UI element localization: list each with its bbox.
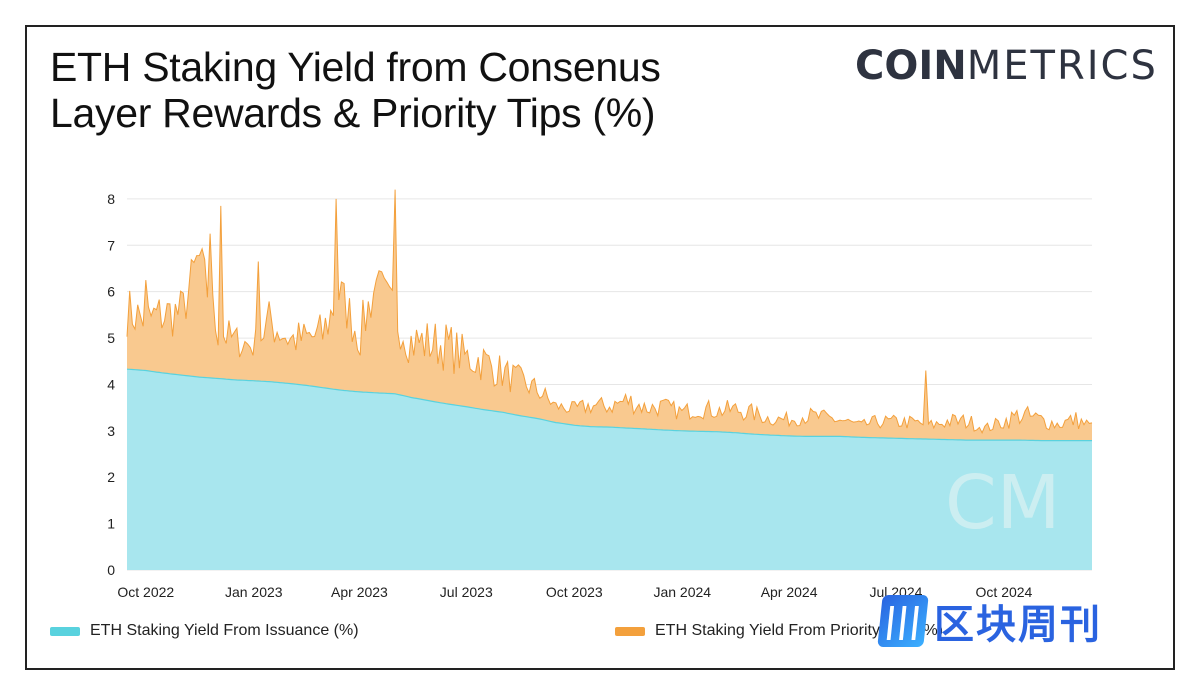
y-tick-label: 3	[107, 423, 115, 439]
chart-title: ETH Staking Yield from Consenus Layer Re…	[50, 44, 770, 136]
stacked-areas	[126, 189, 1093, 570]
x-tick-label: Jul 2023	[440, 584, 493, 600]
x-tick-label: Oct 2023	[546, 584, 603, 600]
y-tick-label: 8	[107, 191, 115, 207]
legend-swatch-issuance	[50, 626, 80, 636]
priority-tips-line	[126, 189, 1093, 435]
x-tick-label: Oct 2022	[117, 584, 174, 600]
cm-watermark-icon: CM	[945, 460, 1061, 546]
legend-item-issuance: ETH Staking Yield From Issuance (%)	[50, 622, 359, 640]
priority-tips-area	[127, 189, 1092, 441]
x-tick-label: Apr 2023	[331, 584, 388, 600]
y-tick-label: 7	[107, 237, 115, 253]
logo-bold-text: COIN	[855, 43, 967, 89]
legend-label-tips: ETH Staking Yield From Priority Tips (%)	[655, 622, 944, 639]
coinmetrics-logo: COINMETRICS	[855, 42, 1158, 90]
y-axis-ticks: 0 1 2 3 4 5 6 7 8	[107, 191, 115, 578]
y-tick-label: 0	[107, 562, 115, 578]
x-tick-label: Jan 2024	[653, 584, 711, 600]
logo-light-text: METRICS	[966, 43, 1158, 89]
y-tick-label: 6	[107, 284, 115, 300]
watermark-badge: ||| 区块周刊	[877, 592, 1102, 650]
y-tick-label: 4	[107, 376, 115, 392]
issuance-area	[127, 369, 1092, 570]
x-tick-label: Jan 2023	[225, 584, 283, 600]
legend-label-issuance: ETH Staking Yield From Issuance (%)	[90, 622, 359, 639]
y-tick-label: 2	[107, 469, 115, 485]
issuance-line	[126, 368, 1092, 442]
cm-watermark-icon-glyph: CM	[945, 460, 1061, 546]
legend-swatch-tips	[615, 626, 645, 636]
watermark-logo-icon: |||	[877, 595, 929, 647]
x-axis-ticks: Oct 2022 Jan 2023 Apr 2023 Jul 2023 Oct 2023…	[117, 584, 1032, 600]
x-tick-label: Apr 2024	[761, 584, 818, 600]
y-tick-label: 1	[107, 516, 115, 532]
x-tick-label: Oct 2024	[976, 584, 1033, 600]
watermark-text: 区块周刊	[934, 602, 1102, 648]
title-line-2: Layer Rewards & Priority Tips (%)	[50, 90, 656, 136]
title-line-1: ETH Staking Yield from Consenus	[50, 44, 661, 90]
y-tick-label: 5	[107, 330, 115, 346]
legend-item-tips: ETH Staking Yield From Priority Tips (%)	[615, 622, 943, 640]
